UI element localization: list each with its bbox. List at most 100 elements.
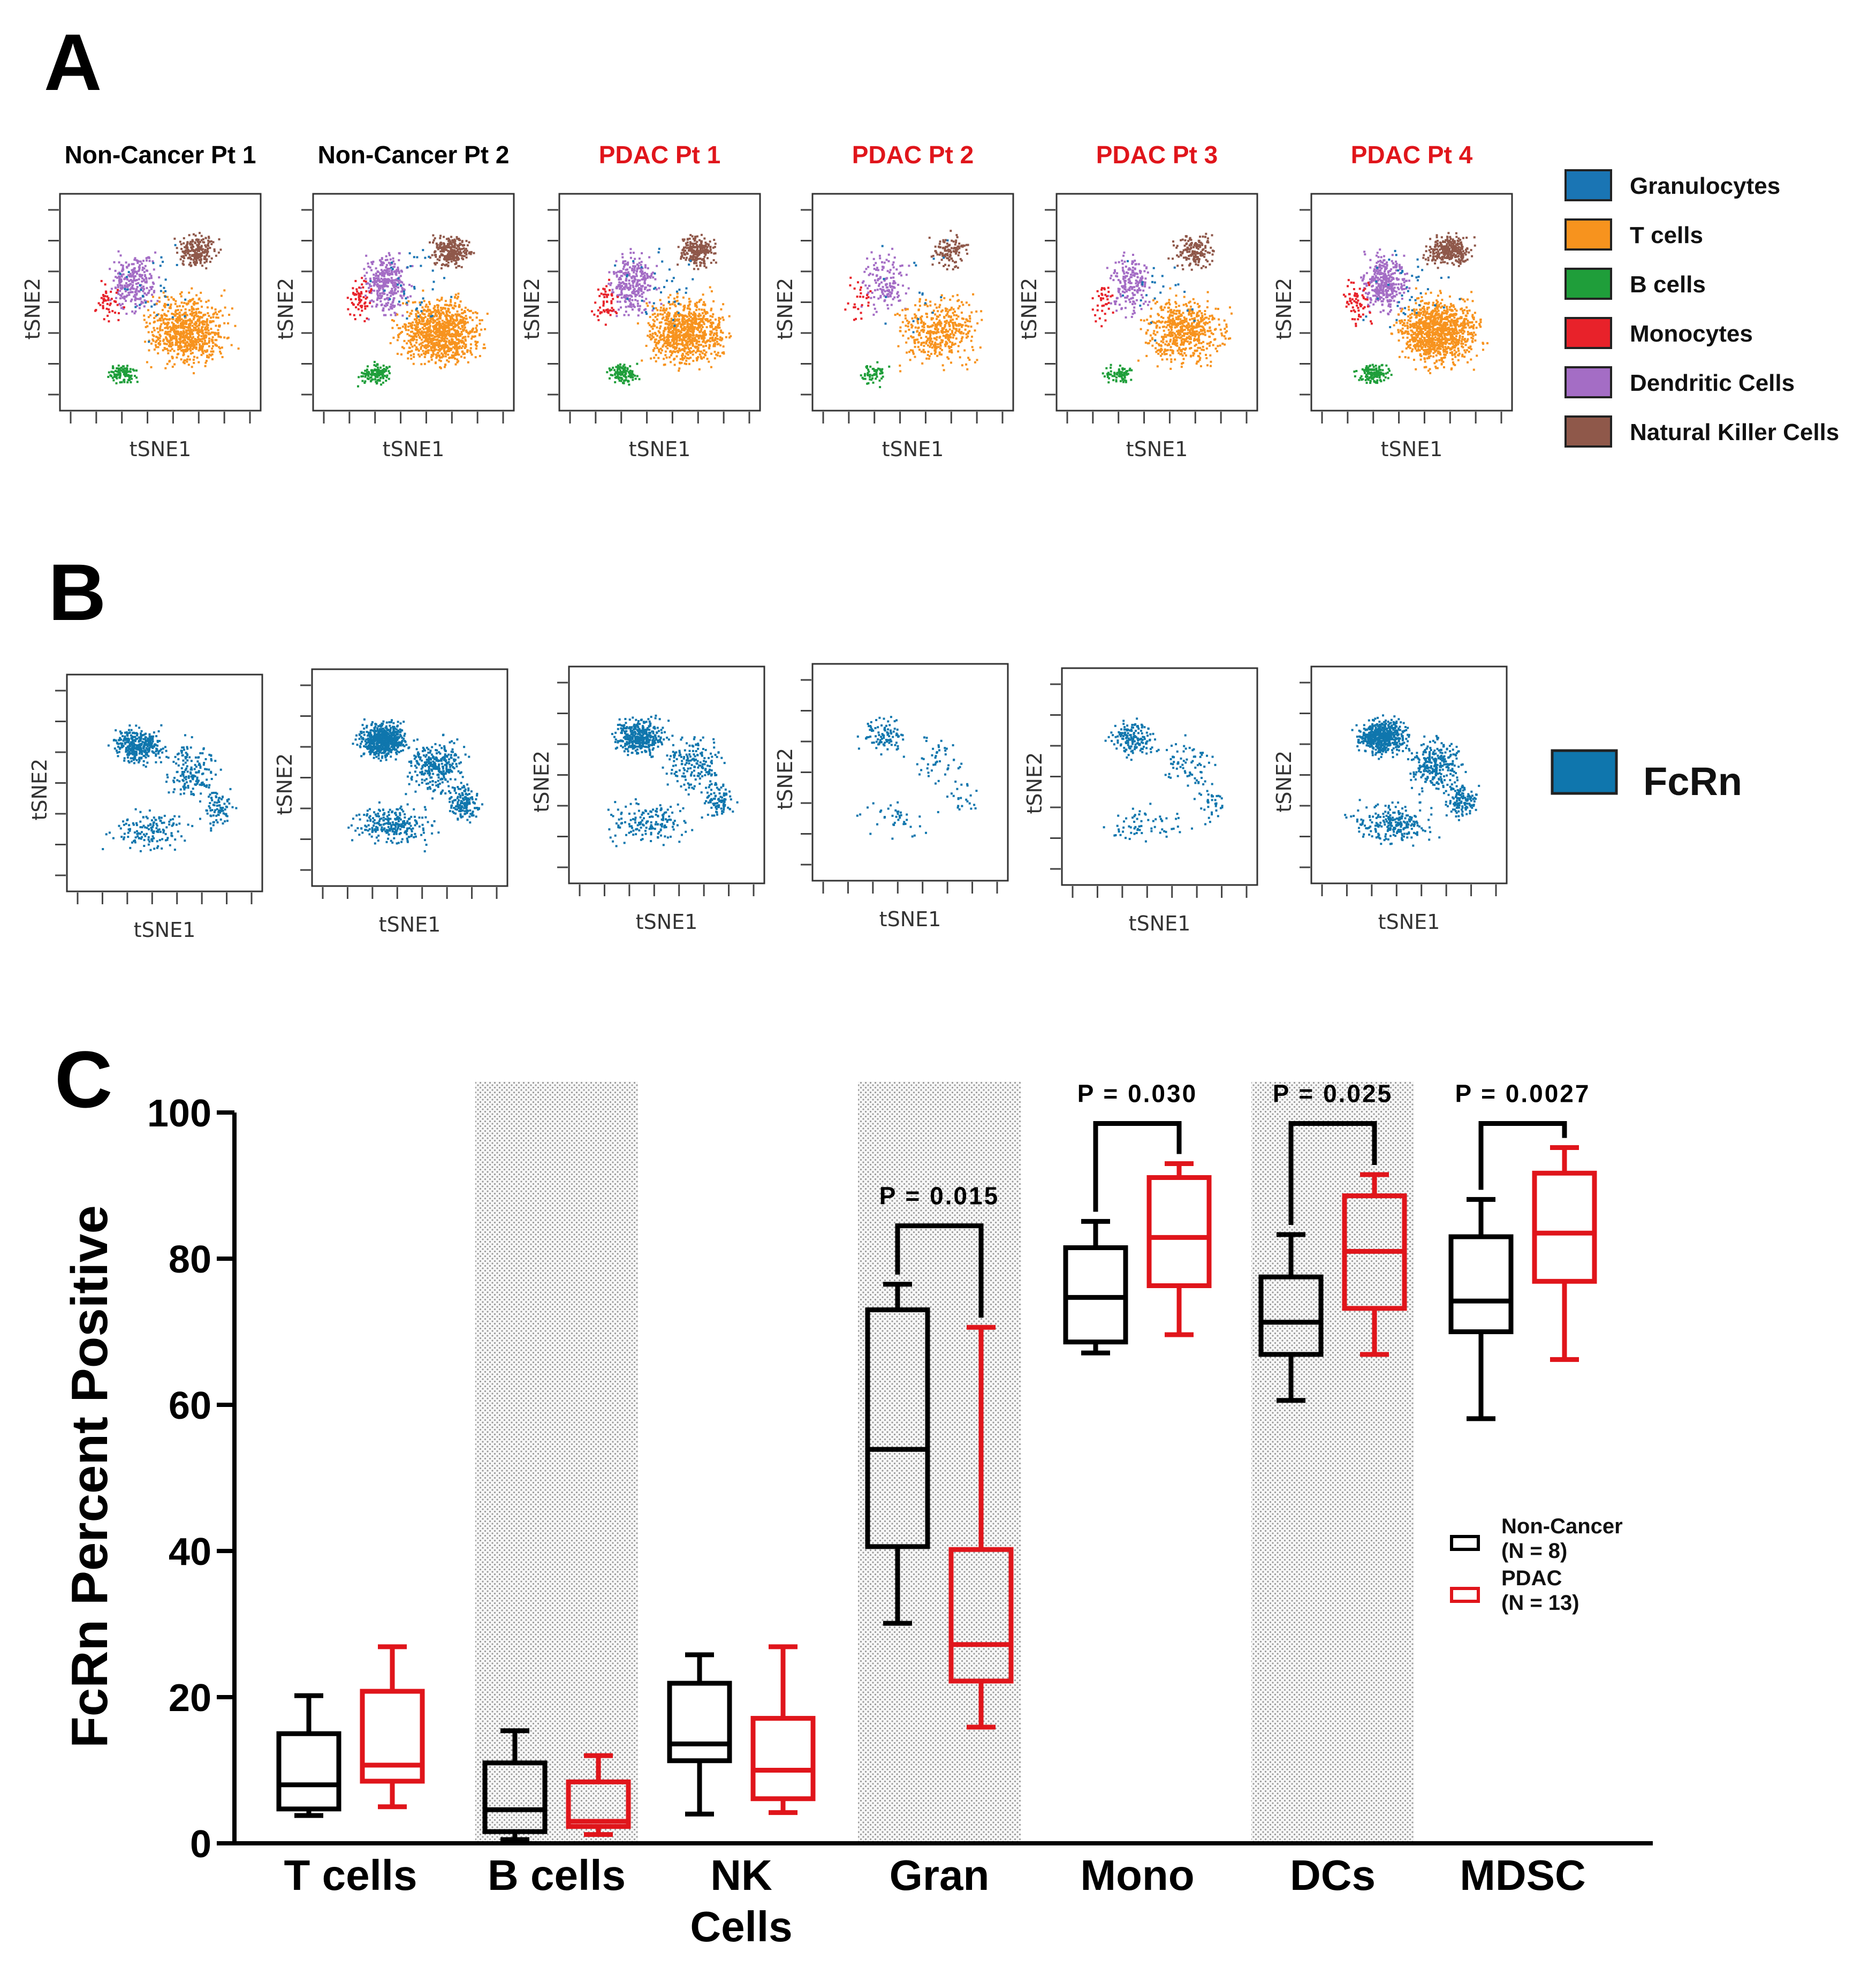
fcrn-cluster-right — [946, 781, 978, 811]
legend-label-non-cancer: Non-Cancer (N = 8) — [1501, 1515, 1623, 1563]
cluster-dendritic — [1360, 248, 1411, 316]
panel-c-boxplot: 0 20 40 60 80 100 T cells B cells NK Cells Gran Mo… — [61, 1079, 1653, 1950]
box-pdac-3 — [750, 1644, 816, 1815]
legend-swatch-non-cancer — [1450, 1535, 1480, 1551]
y-ticks: 0 20 40 60 80 100 — [147, 1092, 234, 1866]
fcrn-cluster-main — [611, 714, 670, 758]
patient-title-5: PDAC Pt 3 — [1096, 141, 1218, 169]
cluster-dendritic — [607, 248, 663, 317]
tsne-xlabel-2: tSNE1 — [383, 437, 445, 461]
legend-swatch-4 — [1564, 317, 1612, 349]
bracket — [895, 1223, 984, 1318]
fcrn-cluster-mid — [405, 733, 470, 800]
legend-label-1: Granulocytes — [1630, 173, 1780, 199]
cluster-granulocytes — [369, 249, 453, 320]
box-iqr — [1258, 1274, 1324, 1357]
cluster-bcells — [357, 361, 391, 388]
shaded-backgrounds — [475, 1081, 1414, 1842]
fcrn-cluster-mid — [1164, 734, 1217, 795]
fcrn-cluster-main — [352, 718, 411, 762]
axes — [232, 1113, 1653, 1845]
cluster-granulocytes — [119, 244, 187, 343]
cluster-monocytes — [844, 276, 872, 321]
box-pdac-7 — [1532, 1145, 1597, 1362]
category-label-5: Mono — [1080, 1851, 1194, 1899]
box-noncancer-2 — [482, 1728, 548, 1842]
tsne-ylabel-4: tSNE2 — [773, 278, 797, 340]
cluster-bcells — [860, 361, 891, 388]
legend-label-2: T cells — [1630, 222, 1703, 248]
cluster-monocytes — [1342, 279, 1373, 327]
p-value-label: P = 0.030 — [1077, 1079, 1197, 1107]
legend-swatch-3 — [1564, 268, 1612, 300]
cluster-bcells — [606, 362, 641, 386]
tsne-xlabel-1: tSNE1 — [130, 437, 192, 461]
p-value-label: P = 0.025 — [1273, 1079, 1393, 1107]
cluster-nk — [1422, 232, 1476, 269]
box-iqr — [1146, 1175, 1212, 1289]
fcrn-cluster-low — [102, 808, 194, 852]
box-iqr — [865, 1307, 930, 1549]
tsne-xlabel-4: tSNE1 — [882, 437, 944, 461]
fcrn-ylabel-1: tSNE2 — [28, 759, 51, 821]
cluster-granulocytes — [1362, 249, 1461, 328]
fcrn-plot-frame-5 — [1061, 667, 1258, 886]
box-noncancer-3 — [667, 1652, 732, 1817]
fcrn-cluster-main — [1351, 714, 1411, 760]
legend-label-5: Dendritic Cells — [1630, 370, 1795, 396]
fcrn-ylabel-2: tSNE2 — [273, 753, 297, 815]
cluster-nk — [429, 234, 475, 270]
tsne-xlabel-3: tSNE1 — [629, 437, 691, 461]
fcrn-cluster-mid — [161, 734, 222, 803]
patient-title-2: Non-Cancer Pt 2 — [318, 141, 510, 169]
box-pdac-1 — [360, 1644, 425, 1810]
legend-swatch-5 — [1564, 366, 1612, 398]
fcrn-ylabel-3: tSNE2 — [530, 751, 553, 813]
significance-brackets: P = 0.015 P = 0.030 P = 0.025 P = 0.0027 — [879, 1079, 1589, 1318]
fcrn-cluster-right — [1193, 783, 1224, 826]
fcrn-cluster-right — [449, 783, 483, 824]
box-pdac-2 — [566, 1753, 631, 1837]
fcrn-plot-frame-2 — [311, 668, 508, 887]
legend-swatch-fcrn — [1551, 749, 1618, 795]
tsne-ylabel-1: tSNE2 — [21, 278, 44, 340]
box-iqr — [1532, 1170, 1597, 1284]
series-non-cancer — [276, 1197, 1514, 1842]
fcrn-cluster-low — [347, 801, 440, 853]
box-iqr — [948, 1547, 1014, 1684]
panel-c-legend: Non-Cancer (N = 8)PDAC (N = 13) — [1450, 1515, 1623, 1615]
category-label-1: T cells — [284, 1851, 417, 1899]
significance-gran: P = 0.015 — [879, 1182, 998, 1318]
y-tick-label-40: 40 — [169, 1531, 211, 1573]
legend-label-4: Monocytes — [1630, 321, 1753, 347]
box-pdac-4 — [948, 1325, 1014, 1730]
box-iqr — [1063, 1245, 1128, 1345]
category-label-3: NK Cells — [690, 1851, 792, 1950]
category-label-6: DCs — [1290, 1851, 1376, 1899]
tsne-ylabel-5: tSNE2 — [1017, 278, 1041, 340]
box-iqr — [276, 1731, 341, 1812]
panel-a-tsne-plots: Non-Cancer Pt 1 tSNE1 tSNE2 Non-Cancer Pt 2… — [21, 141, 1513, 461]
fcrn-plot-frame-3 — [568, 665, 765, 884]
patient-title-3: PDAC Pt 1 — [599, 141, 720, 169]
fcrn-plot-frame-6 — [1310, 665, 1508, 884]
legend-swatch-1 — [1564, 169, 1612, 201]
fcrn-cluster-mid — [662, 735, 726, 796]
tsne-xlabel-6: tSNE1 — [1381, 437, 1443, 461]
y-tick-label-0: 0 — [190, 1823, 211, 1866]
box-noncancer-6 — [1258, 1232, 1324, 1403]
shade-gran — [858, 1081, 1021, 1842]
box-noncancer-1 — [276, 1693, 341, 1818]
series-pdac — [360, 1145, 1597, 1837]
fcrn-cluster-right — [1442, 779, 1480, 821]
cluster-bcells — [1102, 364, 1133, 384]
y-axis-title: FcRn Percent Positive — [61, 1205, 118, 1748]
fcrn-xlabel-2: tSNE1 — [379, 913, 441, 936]
legend-label-6: Natural Killer Cells — [1630, 419, 1839, 445]
fcrn-cluster-main — [1104, 717, 1160, 761]
legend-label-pdac: PDAC (N = 13) — [1501, 1567, 1579, 1615]
cluster-monocytes — [1091, 286, 1114, 328]
panel-b-legend: FcRn — [1551, 749, 1742, 804]
cluster-monocytes — [94, 279, 125, 323]
